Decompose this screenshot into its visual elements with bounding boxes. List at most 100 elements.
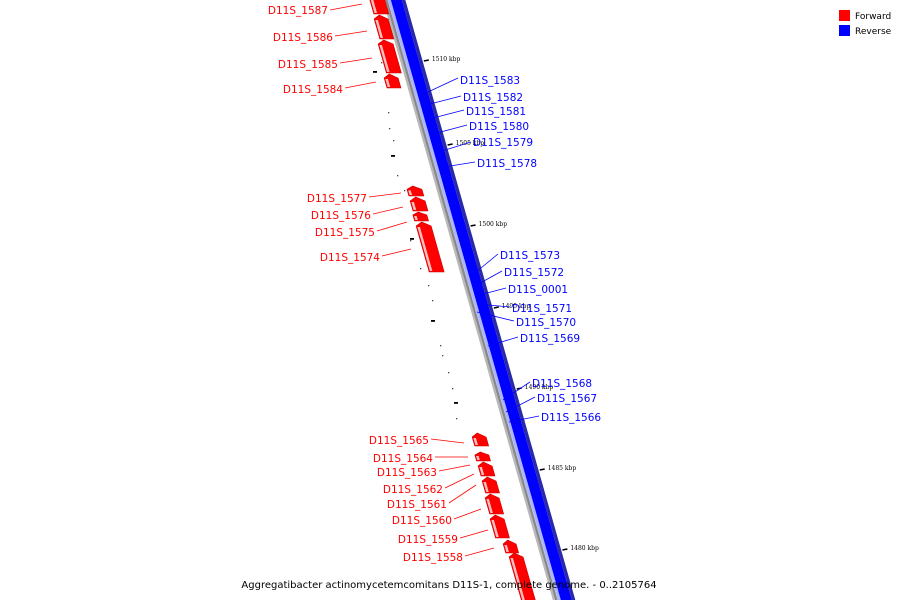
forward-gene-leader [344, 81, 377, 89]
forward-gene-leader [372, 206, 404, 215]
tick-mark [493, 306, 499, 309]
reverse-gene-leader [429, 95, 462, 105]
gene-marker-dot [381, 62, 383, 64]
legend-label: Reverse [855, 27, 892, 37]
forward-gene-label: D11S_1575 [315, 227, 375, 239]
forward-gene-block [383, 73, 402, 89]
forward-gene-block [367, 0, 390, 15]
forward-gene-block [481, 476, 500, 494]
gene-marker-dot [410, 240, 412, 242]
forward-gene-block [415, 221, 445, 273]
reverse-gene-label: D11S_1568 [532, 378, 592, 390]
legend-swatch [839, 10, 850, 21]
forward-gene-block [484, 493, 505, 515]
forward-gene-leader [453, 508, 482, 520]
forward-gene-label: D11S_1561 [387, 499, 447, 511]
forward-gene-leader [444, 473, 475, 489]
gene-marker-dot [456, 418, 458, 420]
tick-label: 1480 kbp [570, 545, 599, 552]
forward-gene-label: D11S_1587 [268, 5, 328, 17]
forward-gene-leader [430, 438, 465, 444]
reverse-gene-labels: D11S_1583 D11S_1582 D11S_1581 D11S_1580 D11S… [427, 75, 601, 424]
gene-marker-dot [440, 345, 442, 347]
gene-marker-dot [388, 112, 390, 114]
reverse-gene-label: D11S_1567 [537, 393, 597, 405]
reverse-gene-label: D11S_1569 [520, 333, 580, 345]
gene-marker-dot [393, 140, 395, 142]
forward-gene-leader [464, 547, 495, 557]
tick-label: 1490 kbp [525, 384, 554, 391]
forward-gene-leader [448, 484, 477, 504]
reverse-gene-label: D11S_1581 [466, 106, 526, 118]
tick-label: 1485 kbp [548, 465, 577, 472]
forward-gene-block [489, 514, 510, 539]
forward-gene-label: D11S_1585 [278, 59, 338, 71]
reverse-gene-label: D11S_1578 [477, 158, 537, 170]
reverse-track [390, 0, 573, 604]
gene-marker-dot [397, 175, 399, 177]
track-bands [373, 0, 577, 604]
gene-marker-dot [452, 388, 454, 390]
forward-gene-label: D11S_1559 [398, 534, 458, 546]
forward-gene-block [412, 211, 429, 222]
forward-gene-labels: D11S_1587 D11S_1586 D11S_1585 D11S_1584 D11S… [268, 3, 495, 564]
reverse-gene-leader [432, 109, 465, 119]
forward-gene-leader [376, 221, 408, 232]
reverse-gene-label: D11S_1579 [473, 137, 533, 149]
reverse-gene-label: D11S_1582 [463, 92, 523, 104]
forward-gene-label: D11S_1584 [283, 84, 343, 96]
forward-gene-block [508, 552, 539, 604]
reverse-gene-leader [505, 396, 536, 413]
forward-gene-blocks [367, 0, 539, 604]
legend-swatch [839, 25, 850, 36]
reverse-gene-leader [441, 141, 472, 152]
reverse-gene-label: D11S_1573 [500, 250, 560, 262]
reverse-gene-leader [476, 311, 515, 322]
legend: Forward Reverse [839, 10, 892, 37]
forward-gene-leader [329, 3, 363, 11]
gene-marker-dash [373, 71, 377, 73]
reverse-gene-leader [475, 287, 507, 297]
backbone-line [385, 0, 559, 604]
forward-gene-block [377, 39, 402, 74]
gene-marker-dot [428, 285, 430, 287]
forward-gene-label: D11S_1565 [369, 435, 429, 447]
forward-gene-label: D11S_1576 [311, 210, 371, 222]
gene-marker-dash [431, 320, 435, 322]
gene-marker-dot [432, 300, 434, 302]
forward-gene-block [477, 461, 496, 477]
forward-gene-block [471, 432, 490, 447]
caption: Aggregatibacter actinomycetemcomitans D1… [241, 580, 656, 591]
gene-marker-dot [448, 372, 450, 374]
tick-label: 1505 kbp [456, 140, 485, 147]
reverse-gene-leader [472, 270, 503, 288]
forward-gene-label: D11S_1558 [403, 552, 463, 564]
reverse-gene-label: D11S_1570 [516, 317, 576, 329]
reverse-gene-leader [443, 161, 476, 168]
gene-marker-dash [391, 155, 395, 157]
forward-gene-label: D11S_1564 [373, 453, 433, 465]
legend-label: Forward [855, 12, 891, 22]
forward-gene-leader [334, 30, 368, 37]
forward-gene-block [409, 196, 429, 212]
tick-mark [539, 468, 545, 471]
forward-gene-label: D11S_1562 [383, 484, 443, 496]
forward-gene-label: D11S_1574 [320, 252, 380, 264]
forward-gene-leader [368, 192, 402, 198]
reverse-gene-leader [476, 303, 511, 308]
forward-gene-label: D11S_1586 [273, 32, 333, 44]
scale-ticks: 1510 kbp 1505 kbp 1500 kbp 1495 kbp 1490 kbp… [423, 56, 599, 552]
forward-gene-block [373, 14, 395, 40]
forward-gene-leader [339, 57, 373, 64]
gene-marker-dot [389, 128, 391, 130]
forward-gene-leader [459, 529, 489, 539]
reverse-gene-label: D11S_1580 [469, 121, 529, 133]
forward-gene-block [406, 185, 425, 197]
reverse-gene-label: D11S_1583 [460, 75, 520, 87]
gene-marker-dot [420, 268, 422, 270]
tick-mark [470, 224, 476, 227]
forward-gene-block [502, 539, 520, 554]
gene-marker-dot [404, 190, 406, 192]
reverse-gene-label: D11S_0001 [508, 284, 568, 296]
